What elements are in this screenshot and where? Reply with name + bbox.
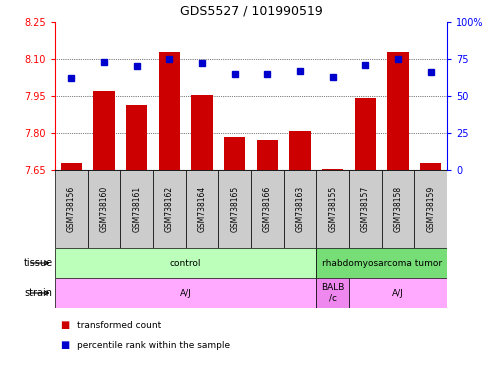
Bar [349,278,447,308]
Bar [420,162,441,170]
Bar [257,141,278,170]
Bar [186,170,218,248]
Bar [322,169,343,170]
Text: A/J: A/J [392,288,404,298]
Text: transformed count: transformed count [77,321,161,329]
Bar [387,51,409,170]
Bar [126,104,147,170]
Bar [153,170,186,248]
Bar [317,248,447,278]
Bar [349,170,382,248]
Text: rhabdomyosarcoma tumor: rhabdomyosarcoma tumor [321,258,442,268]
Bar [283,170,317,248]
Text: BALB
/c: BALB /c [321,283,344,303]
Bar [55,278,317,308]
Text: ■: ■ [60,320,69,330]
Bar [191,95,212,170]
Bar [317,170,349,248]
Text: tissue: tissue [23,258,53,268]
Bar [55,248,317,278]
Bar [414,170,447,248]
Bar [159,51,180,170]
Text: GSM738157: GSM738157 [361,186,370,232]
Bar [61,162,82,170]
Bar [289,131,311,170]
Text: control: control [170,258,202,268]
Bar [93,91,114,170]
Bar [55,170,88,248]
Bar [120,170,153,248]
Bar [88,170,120,248]
Text: GDS5527 / 101990519: GDS5527 / 101990519 [179,5,322,18]
Text: GSM738158: GSM738158 [393,186,402,232]
Text: GSM738166: GSM738166 [263,186,272,232]
Text: GSM738156: GSM738156 [67,186,76,232]
Text: ■: ■ [60,340,69,350]
Bar [317,278,349,308]
Bar [218,170,251,248]
Bar [355,98,376,170]
Text: GSM738165: GSM738165 [230,186,239,232]
Text: A/J: A/J [180,288,192,298]
Text: percentile rank within the sample: percentile rank within the sample [77,341,230,349]
Text: GSM738155: GSM738155 [328,186,337,232]
Text: GSM738162: GSM738162 [165,186,174,232]
Text: GSM738163: GSM738163 [295,186,305,232]
Text: GSM738161: GSM738161 [132,186,141,232]
Text: GSM738160: GSM738160 [100,186,108,232]
Text: GSM738164: GSM738164 [198,186,207,232]
Bar [224,137,246,170]
Text: strain: strain [25,288,53,298]
Bar [382,170,414,248]
Bar [251,170,283,248]
Text: GSM738159: GSM738159 [426,186,435,232]
